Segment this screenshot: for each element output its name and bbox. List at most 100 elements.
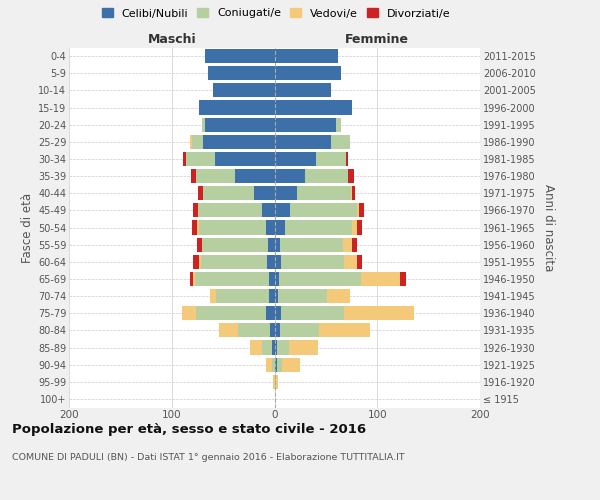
Bar <box>343 238 352 252</box>
Bar <box>344 255 356 269</box>
Bar <box>262 204 275 218</box>
Bar <box>281 358 300 372</box>
Bar <box>215 152 275 166</box>
Bar <box>193 204 199 218</box>
Bar <box>203 135 275 149</box>
Bar <box>275 49 338 63</box>
Bar <box>275 340 277 354</box>
Bar <box>316 152 346 166</box>
Bar <box>285 220 352 234</box>
Bar <box>199 100 275 114</box>
Bar <box>208 66 275 80</box>
Text: Maschi: Maschi <box>148 33 196 46</box>
Bar <box>254 186 275 200</box>
Bar <box>281 306 344 320</box>
Bar <box>205 49 275 63</box>
Bar <box>289 340 317 354</box>
Bar <box>193 272 196 286</box>
Bar <box>190 272 193 286</box>
Bar <box>319 324 370 338</box>
Bar <box>275 135 331 149</box>
Bar <box>277 340 289 354</box>
Bar <box>197 238 202 252</box>
Bar <box>336 118 341 132</box>
Bar <box>269 289 275 303</box>
Bar <box>199 186 203 200</box>
Bar <box>275 186 297 200</box>
Bar <box>269 272 275 286</box>
Bar <box>182 306 196 320</box>
Bar <box>271 324 275 338</box>
Bar <box>235 169 275 183</box>
Bar <box>275 289 278 303</box>
Bar <box>305 169 349 183</box>
Bar <box>346 152 349 166</box>
Bar <box>344 306 414 320</box>
Bar <box>275 100 352 114</box>
Bar <box>275 324 280 338</box>
Bar <box>275 272 278 286</box>
Bar <box>197 220 199 234</box>
Bar <box>281 255 344 269</box>
Bar <box>275 238 280 252</box>
Text: Femmine: Femmine <box>345 33 409 46</box>
Bar <box>199 255 200 269</box>
Bar <box>199 220 266 234</box>
Bar <box>272 340 275 354</box>
Bar <box>275 220 285 234</box>
Bar <box>356 220 362 234</box>
Bar <box>275 84 331 98</box>
Bar <box>331 135 350 149</box>
Bar <box>191 169 196 183</box>
Bar <box>196 306 266 320</box>
Bar <box>356 255 362 269</box>
Bar <box>275 118 336 132</box>
Bar <box>210 289 216 303</box>
Bar <box>290 204 357 218</box>
Bar <box>202 238 268 252</box>
Bar <box>268 238 275 252</box>
Bar <box>272 358 275 372</box>
Bar <box>352 220 356 234</box>
Bar <box>280 324 319 338</box>
Bar <box>186 152 215 166</box>
Bar <box>266 220 275 234</box>
Bar <box>213 84 275 98</box>
Bar <box>275 152 316 166</box>
Bar <box>199 204 262 218</box>
Bar <box>350 186 352 200</box>
Bar <box>200 255 268 269</box>
Bar <box>275 204 290 218</box>
Bar <box>361 272 400 286</box>
Text: COMUNE DI PADULI (BN) - Dati ISTAT 1° gennaio 2016 - Elaborazione TUTTITALIA.IT: COMUNE DI PADULI (BN) - Dati ISTAT 1° ge… <box>12 452 404 462</box>
Bar <box>193 220 197 234</box>
Bar <box>266 306 275 320</box>
Bar <box>193 255 199 269</box>
Bar <box>190 135 193 149</box>
Bar <box>205 118 275 132</box>
Bar <box>238 324 271 338</box>
Bar <box>275 358 277 372</box>
Bar <box>250 340 262 354</box>
Bar <box>203 186 254 200</box>
Bar <box>400 272 406 286</box>
Bar <box>268 255 275 269</box>
Bar <box>356 204 359 218</box>
Bar <box>183 152 186 166</box>
Bar <box>327 289 350 303</box>
Y-axis label: Fasce di età: Fasce di età <box>20 192 34 262</box>
Bar <box>349 169 353 183</box>
Y-axis label: Anni di nascita: Anni di nascita <box>542 184 555 271</box>
Bar <box>275 375 278 389</box>
Text: Popolazione per età, sesso e stato civile - 2016: Popolazione per età, sesso e stato civil… <box>12 422 366 436</box>
Bar <box>278 289 327 303</box>
Bar <box>275 169 305 183</box>
Bar <box>275 255 281 269</box>
Bar <box>262 340 272 354</box>
Bar <box>196 169 235 183</box>
Bar <box>297 186 350 200</box>
Bar <box>280 238 343 252</box>
Bar <box>277 358 281 372</box>
Bar <box>275 66 341 80</box>
Bar <box>219 324 238 338</box>
